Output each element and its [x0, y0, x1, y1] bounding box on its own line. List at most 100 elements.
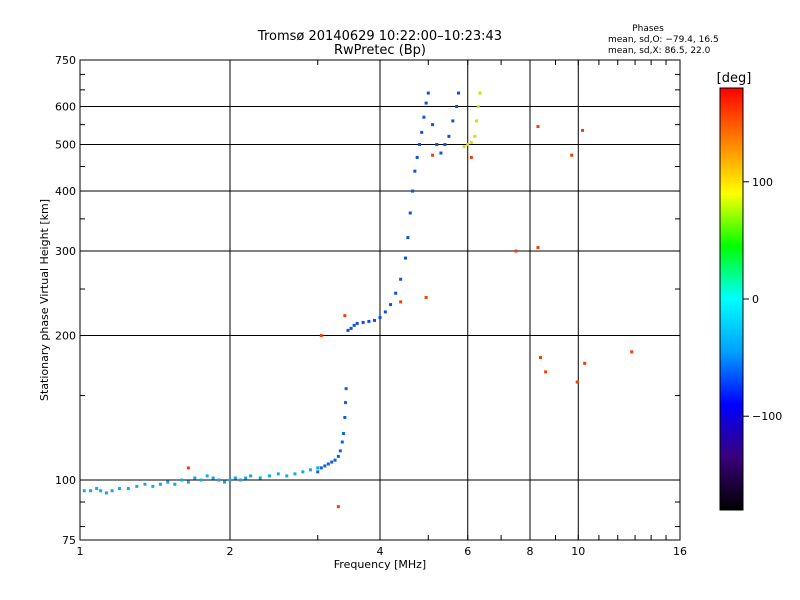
data-point [352, 323, 356, 327]
data-point [293, 472, 297, 476]
data-point [406, 236, 410, 240]
data-point [415, 155, 419, 159]
data-point [389, 303, 393, 307]
y-axis-label: Stationary phase Virtual Height [km] [38, 199, 51, 401]
data-point [333, 458, 337, 462]
data-point [126, 487, 130, 491]
y-tick-label: 300 [55, 245, 76, 258]
data-point [478, 91, 482, 95]
data-point [367, 319, 371, 323]
x-tick-label: 10 [571, 545, 585, 558]
data-point [394, 291, 398, 295]
y-tick-label: 500 [55, 139, 76, 152]
data-point [340, 440, 344, 444]
chart-subtitle: RwPretec (Bp) [334, 43, 426, 58]
y-tick-label: 400 [55, 185, 76, 198]
data-point [457, 91, 461, 95]
data-point [285, 474, 289, 478]
data-point [336, 454, 340, 458]
data-point [316, 466, 320, 470]
x-axis-label: Frequency [MHz] [334, 558, 426, 571]
data-point [536, 125, 540, 129]
colorbar-tick-label: 100 [752, 176, 773, 189]
data-point [342, 432, 346, 436]
data-point [426, 91, 430, 95]
data-point [211, 476, 215, 480]
data-point [343, 314, 347, 318]
data-point [258, 476, 262, 480]
data-point [301, 470, 305, 474]
data-point [110, 489, 114, 493]
data-point [249, 474, 253, 478]
x-tick-label: 2 [227, 545, 234, 558]
data-point [630, 350, 634, 354]
data-point [399, 277, 403, 281]
data-point [344, 387, 348, 391]
data-point [413, 169, 417, 173]
colorbar-label: [deg] [717, 71, 752, 86]
y-tick-label: 200 [55, 330, 76, 343]
data-point [151, 484, 155, 488]
data-point [514, 249, 518, 253]
data-point [383, 310, 387, 314]
data-point [239, 478, 243, 482]
data-point [536, 246, 540, 250]
data-point [361, 320, 365, 324]
data-point [443, 143, 447, 147]
data-point [408, 211, 412, 215]
data-point [336, 505, 340, 509]
stats-title: Phases [632, 24, 664, 34]
data-point [424, 101, 428, 105]
data-point [319, 334, 323, 338]
data-point [399, 300, 403, 304]
data-point [338, 449, 342, 453]
data-point [476, 105, 480, 109]
data-point [199, 478, 203, 482]
data-point [180, 478, 184, 482]
y-tick-label: 750 [55, 54, 76, 67]
data-point [455, 105, 459, 109]
data-point [233, 476, 237, 480]
data-point [117, 487, 121, 491]
data-point [186, 480, 190, 484]
data-point [217, 478, 221, 482]
data-point [583, 361, 587, 365]
stats-x-mode: mean, sd,X: 86.5, 22.0 [608, 46, 711, 56]
data-point [326, 462, 330, 466]
data-point [343, 401, 347, 405]
data-point [319, 466, 323, 470]
colorbar-tick-label: 0 [752, 293, 759, 306]
colorbar: [deg] 100 0 −100 [717, 71, 782, 511]
data-point [422, 115, 426, 119]
data-point [431, 153, 435, 157]
data-point [435, 143, 439, 147]
data-point [411, 189, 415, 193]
axis-ticks: 1 2 4 6 8 10 16 75 100 200 300 400 500 600 750 [55, 54, 687, 558]
data-point [330, 460, 334, 464]
data-point [228, 478, 232, 482]
data-point [186, 466, 190, 470]
data-point [355, 321, 359, 325]
data-point [349, 326, 353, 330]
data-point [205, 474, 209, 478]
data-point [267, 474, 271, 478]
data-point [581, 128, 585, 132]
data-point [575, 380, 579, 384]
data-point [424, 296, 428, 300]
x-tick-label: 6 [464, 545, 471, 558]
data-point [462, 145, 466, 149]
data-point [539, 355, 543, 359]
data-point [473, 134, 477, 138]
data-point [343, 415, 347, 419]
data-point [99, 489, 103, 493]
data-point [316, 470, 320, 474]
data-point [143, 482, 147, 486]
y-tick-label: 600 [55, 101, 76, 114]
data-point [135, 484, 139, 488]
data-point [469, 155, 473, 159]
chart-title: Tromsø 20140629 10:22:00–10:23:43 [257, 29, 502, 44]
data-point [403, 256, 407, 260]
x-tick-label: 1 [77, 545, 84, 558]
